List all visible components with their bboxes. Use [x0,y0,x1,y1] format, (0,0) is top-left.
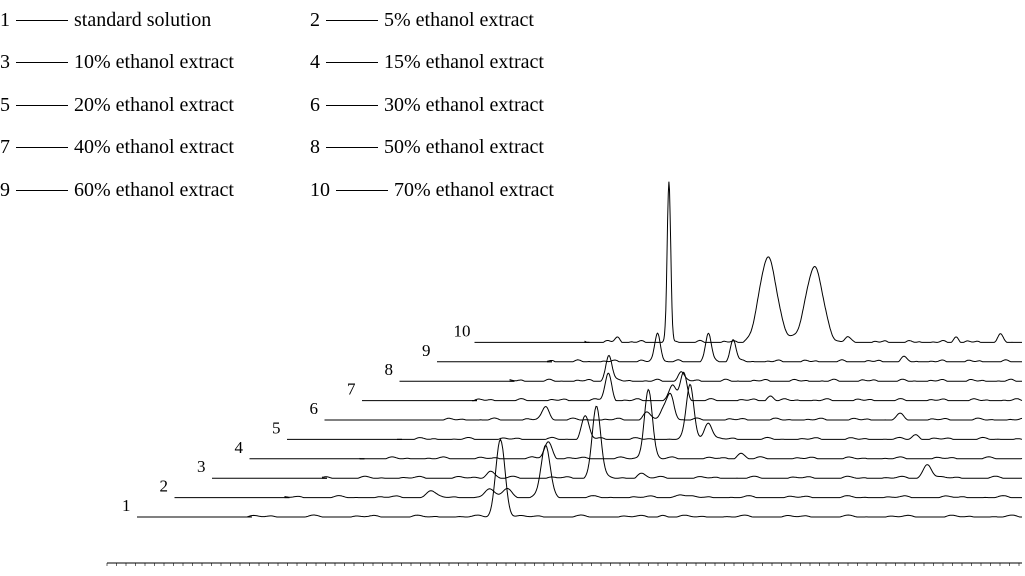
trace-8 [509,354,1022,382]
legend-number: 7 [0,136,10,158]
legend-item-7: 7 40% ethanol extract [0,135,234,159]
legend-label: 60% ethanol extract [74,179,234,201]
legend-label: 10% ethanol extract [74,51,234,73]
trace-1 [246,438,1022,518]
legend-dash [326,146,378,148]
legend-dash [16,61,68,63]
trace-group-4: 4 [235,388,1023,460]
trace-5 [397,383,1023,440]
legend-number: 5 [0,94,10,116]
trace-4 [359,388,1023,460]
trace-9 [546,332,1022,363]
trace-3 [321,405,1022,479]
legend-dash [16,189,68,191]
trace-group-7: 7 [347,371,1023,402]
legend-label: 5% ethanol extract [384,9,534,31]
trace-group-3: 3 [197,405,1022,479]
legend-label: 15% ethanol extract [384,51,544,73]
legend-item-10: 10 70% ethanol extract [310,178,554,202]
legend-dash [326,104,378,106]
trace-group-10: 10 [454,181,1022,343]
legend-item-2: 2 5% ethanol extract [310,8,534,32]
trace-group-9: 9 [422,332,1022,363]
trace-group-8: 8 [385,354,1022,382]
legend-label: 30% ethanol extract [384,94,544,116]
legend-number: 6 [310,94,320,116]
legend-label: 70% ethanol extract [394,179,554,201]
legend-dash [16,19,68,21]
trace-label-8: 8 [385,360,394,379]
legend-label: 50% ethanol extract [384,136,544,158]
legend-number: 2 [310,9,320,31]
trace-label-3: 3 [197,457,206,476]
legend-item-3: 3 10% ethanol extract [0,50,234,74]
legend-label: 40% ethanol extract [74,136,234,158]
legend-number: 9 [0,179,10,201]
legend-item-8: 8 50% ethanol extract [310,135,544,159]
legend-number: 1 [0,9,10,31]
legend: 1 standard solution 2 5% ethanol extract 3 10… [0,0,600,215]
trace-label-4: 4 [235,438,244,457]
trace-label-7: 7 [347,380,356,399]
legend-item-5: 5 20% ethanol extract [0,93,234,117]
trace-label-6: 6 [310,399,319,418]
legend-dash [16,104,68,106]
legend-item-6: 6 30% ethanol extract [310,93,544,117]
legend-item-9: 9 60% ethanol extract [0,178,234,202]
legend-item-1: 1 standard solution [0,8,211,32]
trace-2 [284,444,1022,499]
legend-dash [336,189,388,191]
trace-label-1: 1 [122,496,131,515]
trace-10 [584,181,1022,343]
legend-number: 3 [0,51,10,73]
trace-6 [434,392,1023,421]
trace-group-1: 1 [122,438,1022,518]
trace-group-6: 6 [310,392,1023,421]
legend-number: 4 [310,51,320,73]
legend-dash [16,146,68,148]
trace-label-10: 10 [454,321,471,340]
trace-label-5: 5 [272,418,281,437]
trace-label-9: 9 [422,341,431,360]
x-axis-ticks [106,563,1020,566]
legend-dash [326,19,378,21]
legend-dash [326,61,378,63]
legend-label: standard solution [74,9,212,31]
trace-7 [472,371,1023,402]
trace-label-2: 2 [160,477,169,496]
trace-group-5: 5 [272,383,1023,440]
trace-group-2: 2 [160,444,1022,499]
legend-number: 8 [310,136,320,158]
legend-item-4: 4 15% ethanol extract [310,50,544,74]
legend-label: 20% ethanol extract [74,94,234,116]
legend-number: 10 [310,179,330,201]
